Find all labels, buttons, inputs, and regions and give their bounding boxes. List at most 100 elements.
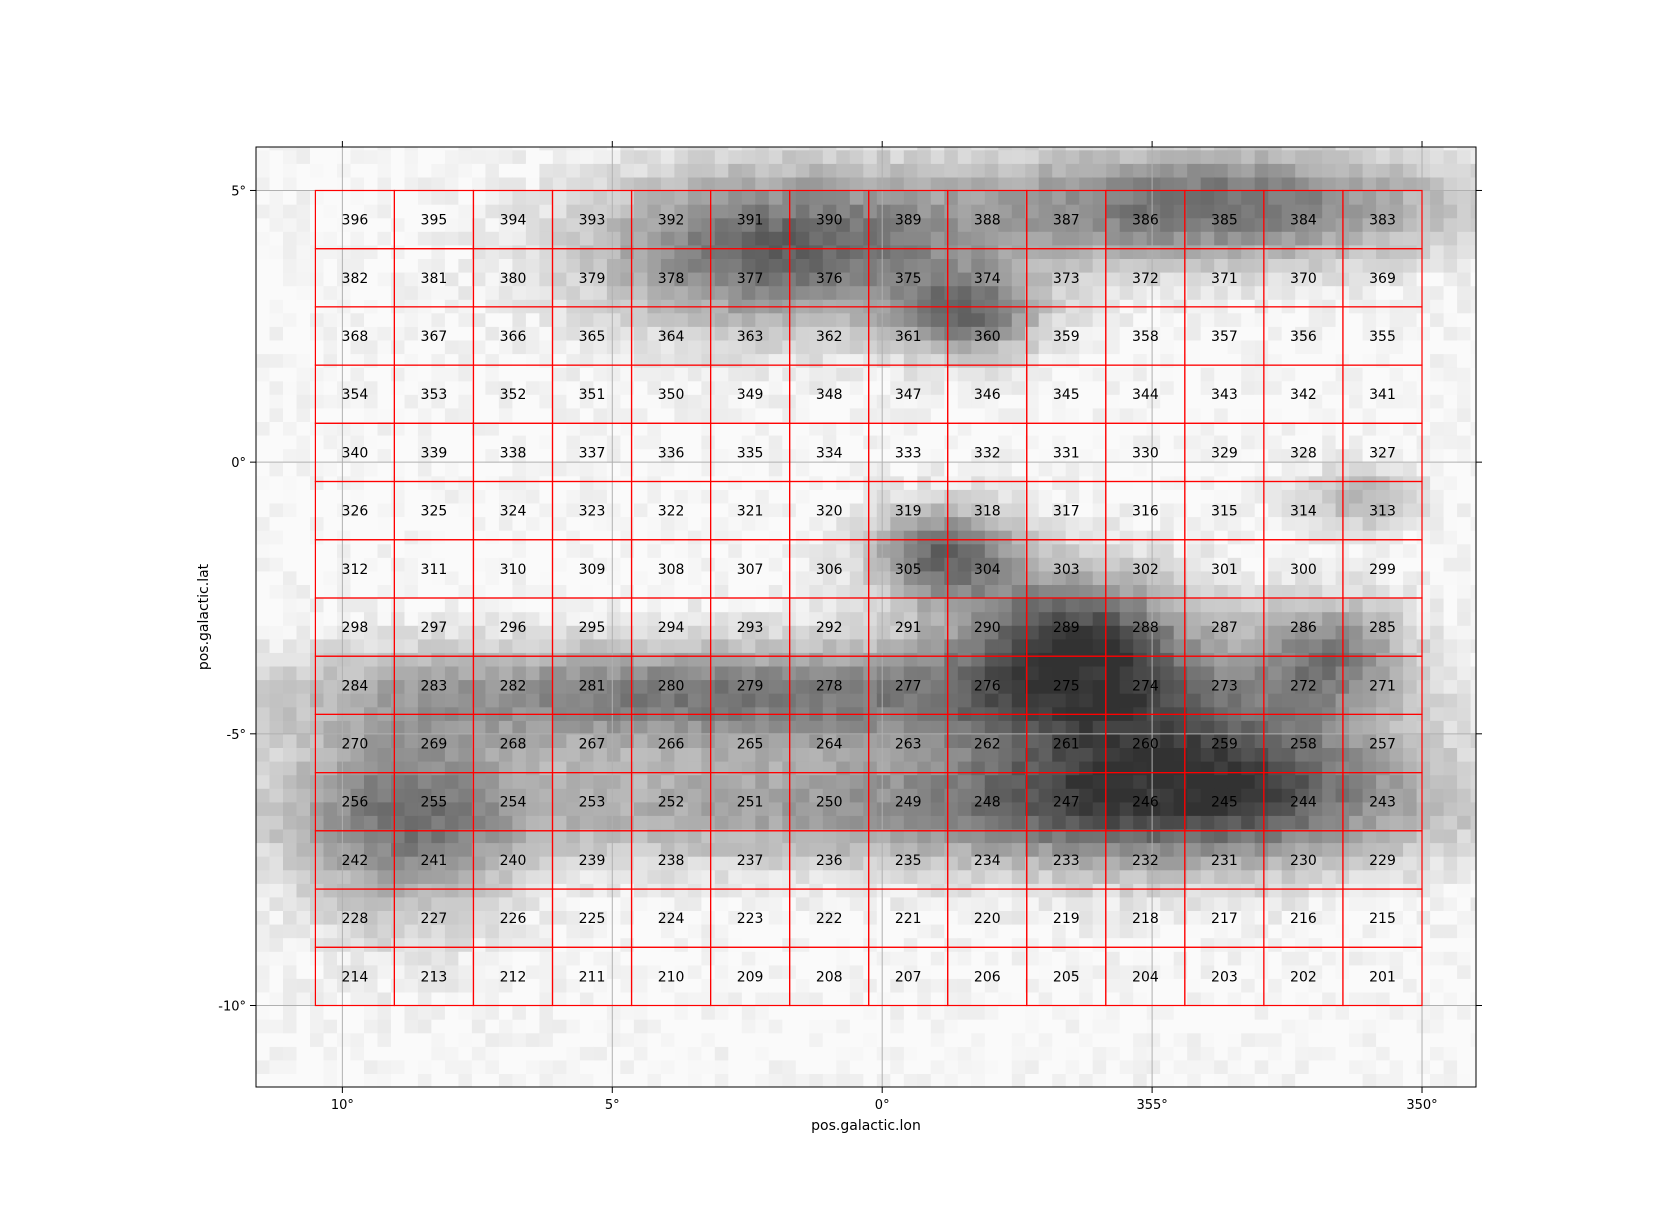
map-pixel	[863, 951, 878, 966]
map-pixel	[283, 1019, 298, 1034]
map-pixel	[849, 502, 864, 518]
map-pixel	[269, 869, 284, 884]
map-pixel	[903, 1032, 918, 1047]
map-pixel	[998, 1059, 1013, 1074]
map-pixel	[809, 991, 824, 1007]
map-pixel	[957, 652, 972, 667]
map-pixel	[283, 570, 298, 585]
map-pixel	[647, 489, 662, 504]
map-pixel	[1025, 312, 1040, 327]
map-pixel	[984, 869, 999, 884]
map-pixel	[687, 1059, 702, 1074]
map-pixel	[1187, 176, 1202, 192]
map-pixel	[310, 394, 325, 409]
map-pixel	[809, 665, 824, 681]
map-pixel	[350, 720, 365, 735]
map-pixel	[687, 272, 702, 287]
map-pixel	[1187, 910, 1202, 925]
map-pixel	[795, 828, 810, 844]
map-pixel	[849, 1032, 864, 1047]
map-pixel	[674, 910, 689, 925]
map-pixel	[957, 272, 972, 287]
map-pixel	[310, 176, 325, 192]
map-pixel	[404, 312, 419, 327]
map-pixel	[863, 598, 878, 613]
map-pixel	[822, 272, 837, 287]
map-pixel	[337, 638, 352, 653]
map-pixel	[687, 176, 702, 192]
map-pixel	[593, 761, 608, 776]
map-pixel	[822, 665, 837, 681]
map-pixel	[606, 842, 621, 857]
map-pixel	[998, 842, 1013, 857]
map-pixel	[822, 570, 837, 585]
map-pixel	[552, 353, 567, 368]
map-pixel	[660, 176, 675, 192]
map-pixel	[755, 339, 770, 355]
map-pixel	[566, 272, 581, 287]
map-pixel	[539, 625, 554, 640]
map-pixel	[1038, 801, 1053, 816]
map-pixel	[930, 163, 945, 178]
map-pixel	[674, 964, 689, 979]
map-pixel	[337, 190, 352, 205]
map-pixel	[377, 801, 392, 816]
map-pixel	[1160, 435, 1175, 450]
map-pixel	[633, 367, 648, 382]
map-pixel	[404, 543, 419, 558]
map-pixel	[917, 367, 932, 382]
map-pixel	[903, 570, 918, 585]
map-pixel	[876, 394, 891, 409]
map-pixel	[417, 516, 432, 531]
map-pixel	[1092, 557, 1107, 572]
map-pixel	[323, 149, 338, 164]
map-pixel	[633, 244, 648, 259]
map-pixel	[647, 502, 662, 518]
map-pixel	[498, 937, 513, 952]
map-pixel	[539, 326, 554, 341]
map-pixel	[525, 733, 540, 748]
map-pixel	[1079, 502, 1094, 518]
map-pixel	[984, 625, 999, 640]
map-pixel	[404, 435, 419, 450]
map-pixel	[391, 394, 406, 409]
map-pixel	[984, 761, 999, 776]
map-pixel	[1065, 147, 1080, 151]
map-pixel	[930, 258, 945, 273]
map-pixel	[579, 774, 594, 789]
map-pixel	[269, 1046, 284, 1061]
map-pixel	[633, 462, 648, 477]
map-pixel	[890, 828, 905, 844]
map-pixel	[498, 475, 513, 490]
map-pixel	[728, 163, 743, 178]
map-pixel	[1106, 611, 1121, 626]
map-pixel	[903, 978, 918, 993]
map-pixel	[998, 883, 1013, 898]
map-pixel	[863, 421, 878, 436]
map-pixel	[296, 665, 311, 681]
map-pixel	[444, 638, 459, 653]
map-pixel	[930, 231, 945, 246]
map-pixel	[269, 217, 284, 232]
map-pixel	[1160, 978, 1175, 993]
map-pixel	[1187, 924, 1202, 939]
map-pixel	[485, 1059, 500, 1074]
map-pixel	[566, 1032, 581, 1047]
map-pixel	[283, 665, 298, 681]
map-pixel	[1065, 1005, 1080, 1020]
map-pixel	[1011, 978, 1026, 993]
map-pixel	[525, 231, 540, 246]
map-pixel	[1146, 244, 1161, 259]
map-pixel	[701, 978, 716, 993]
map-pixel	[633, 353, 648, 368]
map-pixel	[310, 557, 325, 572]
map-pixel	[1065, 339, 1080, 355]
map-pixel	[809, 326, 824, 341]
map-pixel	[620, 951, 635, 966]
map-pixel	[606, 516, 621, 531]
map-pixel	[1025, 163, 1040, 178]
map-pixel	[552, 842, 567, 857]
map-pixel	[391, 584, 406, 599]
map-pixel	[256, 924, 271, 939]
map-pixel	[269, 380, 284, 395]
